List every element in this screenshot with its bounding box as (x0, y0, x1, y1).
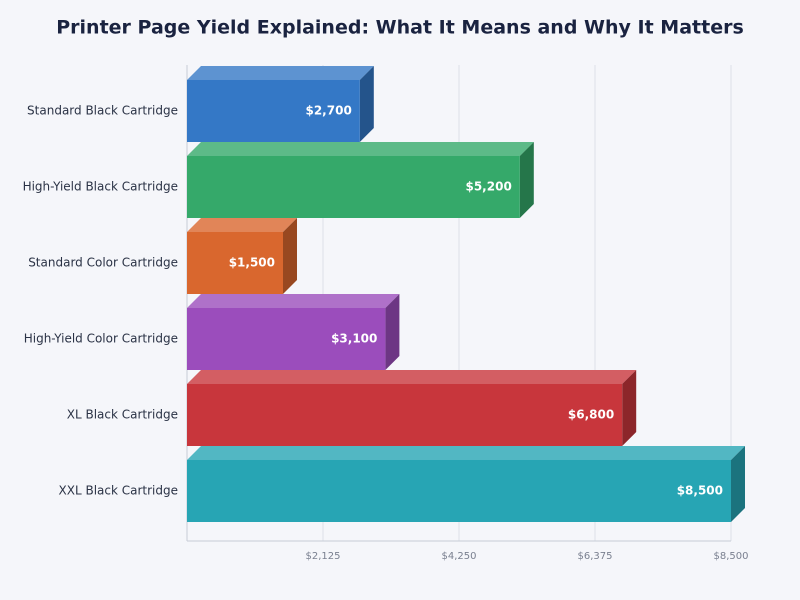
bar-side (519, 142, 534, 218)
bar-top (187, 294, 400, 308)
bar-side (359, 66, 374, 142)
bar-side (283, 218, 297, 294)
x-tick-label: $2,125 (306, 551, 341, 562)
value-label: $8,500 (677, 484, 723, 498)
y-tick-label: High-Yield Color Cartridge (24, 332, 178, 346)
value-label: $1,500 (229, 256, 275, 270)
bar-side (622, 370, 637, 446)
bar (187, 156, 520, 218)
bar (187, 80, 360, 142)
x-tick-label: $4,250 (442, 551, 477, 562)
x-tick-label: $8,500 (714, 551, 749, 562)
value-label: $2,700 (305, 104, 351, 118)
bar-top (187, 66, 374, 80)
bar-top (187, 218, 297, 232)
bar-top (187, 142, 534, 156)
bar-side (385, 294, 400, 370)
y-tick-label: Standard Black Cartridge (27, 104, 178, 118)
bar-top (187, 446, 745, 460)
y-tick-label: XXL Black Cartridge (59, 484, 178, 498)
bar (187, 460, 731, 522)
y-tick-label: High-Yield Black Cartridge (23, 180, 178, 194)
value-label: $3,100 (331, 332, 377, 346)
bar-top (187, 370, 637, 384)
bar (187, 384, 623, 446)
chart-title: Printer Page Yield Explained: What It Me… (56, 17, 744, 39)
bar (187, 308, 386, 370)
x-tick-label: $6,375 (578, 551, 613, 562)
value-label: $6,800 (568, 408, 614, 422)
bar-side (731, 446, 745, 522)
value-label: $5,200 (465, 180, 511, 194)
y-tick-label: Standard Color Cartridge (28, 256, 178, 270)
y-tick-label: XL Black Cartridge (67, 408, 178, 422)
bar (187, 232, 283, 294)
